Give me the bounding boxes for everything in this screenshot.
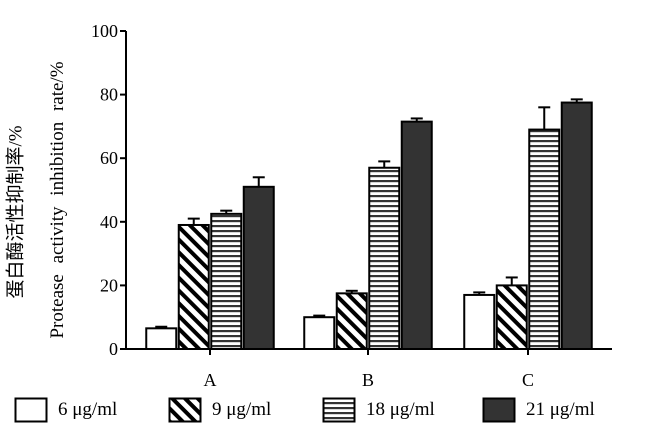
legend-item-6: 6 μg/ml: [14, 397, 117, 423]
bar: [528, 128, 561, 350]
bar: [177, 223, 210, 350]
x-tick-label: A: [204, 370, 217, 390]
bar: [400, 120, 433, 350]
legend-label: 6 μg/ml: [58, 399, 118, 420]
legend-swatch-dark: [482, 397, 516, 423]
y-tick-label: 20: [100, 275, 118, 295]
bar: [560, 101, 593, 350]
x-tick-label: C: [522, 370, 534, 390]
bar: [210, 212, 243, 350]
y-tick-label: 40: [100, 212, 118, 232]
legend-item-18: 18 μg/ml: [322, 397, 435, 423]
y-tick-label: 100: [91, 21, 118, 41]
legend-swatch-diagonal: [168, 397, 202, 423]
bar: [303, 316, 336, 351]
legend-item-21: 21 μg/ml: [482, 397, 595, 423]
y-axis-label-english: Protease activity inhibition rate/%: [47, 61, 68, 339]
x-tick-label: B: [362, 370, 374, 390]
y-axis-label-chinese: 蛋白酶活性抑制率/%: [5, 125, 27, 299]
legend: 6 μg/ml 9 μg/ml 18 μg/ml 21 μg/ml: [0, 397, 653, 437]
ticks: 0 20 40 60 80 100 A B C: [91, 21, 534, 390]
legend-label: 9 μg/ml: [212, 399, 272, 420]
y-tick-label: 0: [109, 339, 118, 359]
bar: [368, 166, 401, 350]
bar: [463, 293, 496, 351]
bar: [495, 284, 528, 350]
y-tick-label: 80: [100, 85, 118, 105]
legend-swatch-white: [14, 397, 48, 423]
legend-label: 21 μg/ml: [526, 399, 595, 420]
bar: [335, 292, 368, 351]
bars: [145, 98, 593, 351]
legend-swatch-horizontal: [322, 397, 356, 423]
legend-label: 18 μg/ml: [366, 399, 435, 420]
y-tick-label: 60: [100, 148, 118, 168]
bar: [145, 327, 178, 350]
bar: [242, 185, 275, 350]
legend-item-9: 9 μg/ml: [168, 397, 271, 423]
